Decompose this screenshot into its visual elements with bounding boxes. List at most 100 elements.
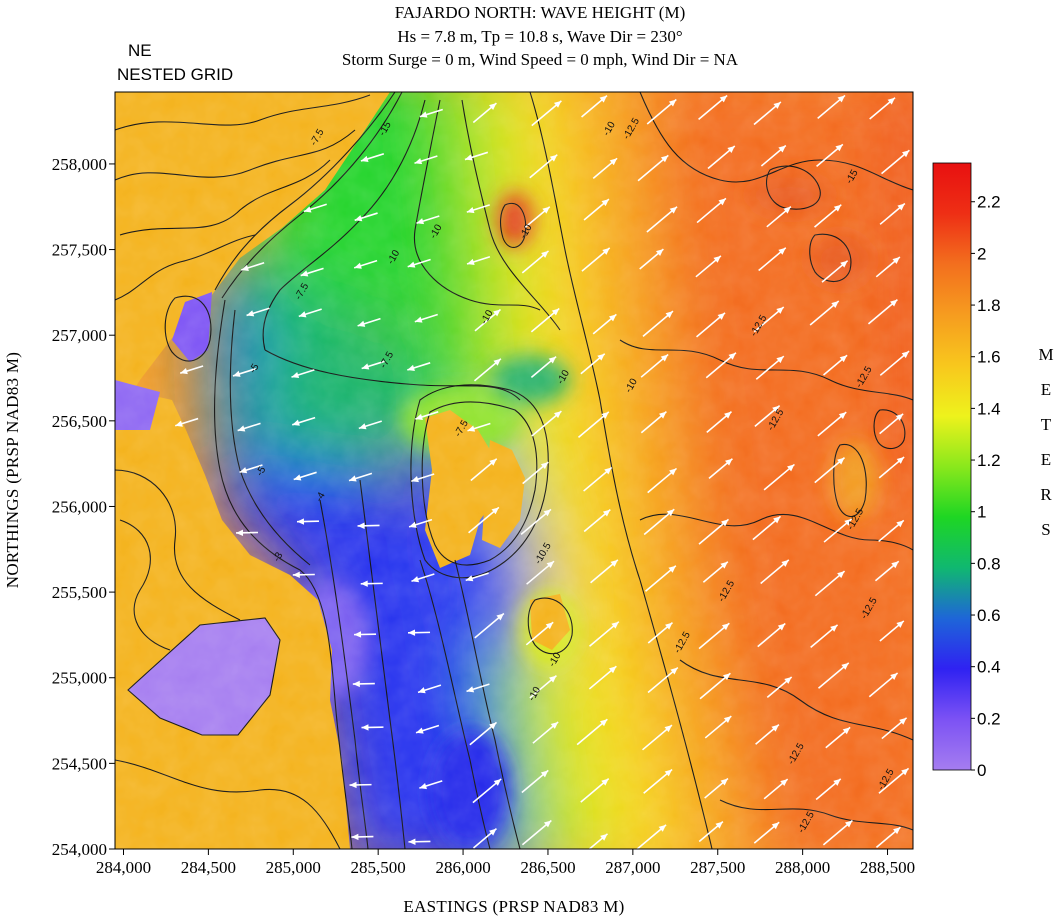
- wave-direction-vectors: [174, 94, 910, 849]
- wave-vector-arrow: [699, 672, 731, 700]
- plot-frame: [114, 91, 914, 850]
- wave-vector-arrow: [639, 248, 664, 270]
- wave-vector-arrow: [879, 202, 906, 225]
- wave-vector-arrow: [760, 144, 787, 167]
- wave-vector-arrow: [766, 676, 793, 699]
- wave-vector-arrow: [637, 154, 669, 182]
- wave-vector-arrow: [466, 256, 491, 265]
- wave-vector-arrow: [419, 780, 443, 790]
- wave-vector-arrow: [815, 778, 842, 801]
- wave-vector-arrow: [474, 308, 502, 332]
- wave-vector-arrow: [300, 267, 324, 277]
- wave-vector-arrow: [810, 624, 839, 649]
- wave-vector-arrow: [696, 312, 726, 338]
- wave-vector-arrow: [640, 411, 667, 434]
- colorbar-tick-label: 0.8: [977, 554, 1001, 573]
- y-tick-label: 258,000: [52, 155, 107, 174]
- wave-vector-arrow: [580, 778, 610, 803]
- colorbar-unit-letter: M: [1038, 345, 1053, 364]
- wave-vector-arrow: [695, 255, 722, 278]
- wave-vector-arrow: [875, 256, 901, 278]
- wave-vector-arrow: [466, 204, 490, 214]
- chart-title: FAJARDO NORTH: WAVE HEIGHT (M): [395, 3, 686, 22]
- wave-vector-arrow: [296, 518, 319, 525]
- wave-vector-arrow: [760, 559, 790, 585]
- chart-subtitle-2: Storm Surge = 0 m, Wind Speed = 0 mph, W…: [342, 50, 739, 69]
- x-tick-label: 286,500: [520, 858, 575, 877]
- wave-vector-arrow: [298, 308, 322, 318]
- wave-vector-arrow: [408, 838, 431, 845]
- colorbar-tick-label: 1.6: [977, 348, 1001, 367]
- wave-vector-arrow: [521, 819, 552, 846]
- wave-vector-arrow: [520, 508, 552, 536]
- wave-vector-arrow: [698, 821, 724, 843]
- wave-vector-arrow: [822, 354, 848, 376]
- wave-vector-arrow: [174, 417, 199, 427]
- wave-vector-arrow: [878, 767, 910, 794]
- x-tick-label: 288,000: [775, 858, 830, 877]
- wave-vector-arrow: [239, 464, 263, 474]
- wave-vector-arrow: [408, 629, 431, 636]
- colorbar-tick-label: 1.2: [977, 451, 1001, 470]
- wave-vector-arrow: [524, 206, 551, 229]
- y-tick-label: 254,500: [52, 754, 107, 773]
- x-tick-label: 286,000: [435, 858, 490, 877]
- wave-vector-arrow: [179, 365, 204, 375]
- grid-label-line-1: NE: [128, 41, 152, 60]
- x-axis-title: EASTINGS (PRSP NAD83 M): [403, 897, 624, 916]
- wave-vector-arrow: [472, 828, 497, 849]
- colorbar-tick-label: 1.8: [977, 296, 1001, 315]
- wave-vector-arrow: [705, 352, 737, 379]
- wave-vector-arrow: [755, 724, 780, 745]
- wave-vector-arrow: [702, 561, 729, 583]
- field-texture: [115, 92, 913, 849]
- wave-vector-arrow: [868, 672, 899, 698]
- wave-vector-arrow: [704, 715, 732, 739]
- wave-vector-arrow: [879, 350, 910, 376]
- x-axis: 284,000 284,500 285,000 285,500 286,000 286,5…: [96, 849, 915, 877]
- wave-vector-arrow: [881, 717, 908, 740]
- wave-vector-arrow: [467, 422, 491, 432]
- wave-vector-arrow: [875, 826, 901, 848]
- wave-vector-arrow: [293, 471, 317, 481]
- wave-vector-arrow: [472, 102, 497, 124]
- wave-vector-arrow: [753, 821, 780, 844]
- wave-vector-arrow: [292, 571, 315, 578]
- wave-vector-arrow: [352, 680, 375, 688]
- wave-vector-arrow: [708, 458, 733, 479]
- wave-vector-arrow: [647, 467, 678, 494]
- wave-vector-arrow: [358, 420, 382, 430]
- wave-vector-arrow: [576, 718, 608, 746]
- wave-vector-arrow: [881, 149, 910, 175]
- wave-vector-arrow: [360, 153, 385, 162]
- wave-vector-arrow: [592, 157, 618, 179]
- wave-vector-arrow: [583, 198, 610, 221]
- wave-vector-arrow: [755, 355, 785, 380]
- wave-vector-arrow: [411, 473, 435, 483]
- colorbar-unit-letter: E: [1041, 450, 1051, 469]
- wave-vector-arrow: [291, 369, 315, 379]
- x-tick-label: 284,500: [181, 858, 236, 877]
- colorbar-gradient: [932, 162, 972, 771]
- wave-vector-arrow: [407, 362, 431, 371]
- wave-vector-arrow: [353, 259, 378, 269]
- wave-vector-arrow: [588, 665, 617, 690]
- y-axis-title: NORTHINGS (PRSP NAD83 M): [3, 352, 22, 589]
- wave-vector-arrow: [522, 461, 549, 485]
- y-tick-label: 257,000: [52, 326, 107, 345]
- wave-vector-arrow: [351, 833, 374, 841]
- wave-vector-arrow: [414, 313, 438, 323]
- wave-vector-arrow: [754, 405, 781, 428]
- wave-vector-arrow: [349, 781, 372, 789]
- wave-vector-arrow: [354, 631, 377, 638]
- colorbar-unit-letter: E: [1041, 380, 1051, 399]
- wave-vector-arrow: [643, 508, 675, 536]
- wave-vector-arrow: [415, 724, 440, 734]
- y-tick-label: 254,000: [52, 840, 107, 859]
- wave-vector-arrow: [706, 411, 733, 434]
- wave-vector-arrow: [408, 518, 433, 528]
- wave-vector-arrow: [303, 203, 327, 213]
